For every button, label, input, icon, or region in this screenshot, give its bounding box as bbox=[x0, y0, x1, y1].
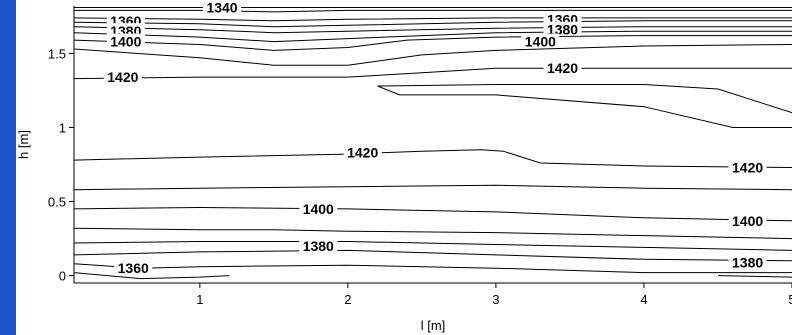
contour-chart: 1340136013801400136013801400142014201420… bbox=[16, 0, 792, 333]
contour-label-background bbox=[543, 21, 582, 36]
contour-label-1380: 1380 bbox=[303, 238, 334, 254]
y-tick-label-0.5: 0.5 bbox=[48, 195, 66, 210]
contour-label-background bbox=[728, 212, 767, 227]
contour-label-1380: 1380 bbox=[732, 254, 763, 270]
y-tick-label-0: 0 bbox=[59, 269, 66, 284]
contour-line-1420 bbox=[73, 67, 792, 80]
contour-line-1430 bbox=[377, 84, 792, 114]
contour-label-background bbox=[106, 33, 145, 48]
y-tick-label-1: 1 bbox=[59, 120, 66, 135]
contour-label-1400: 1400 bbox=[732, 213, 763, 229]
contour-line-1370 bbox=[73, 20, 792, 28]
x-ticks: 1 2 3 4 5 bbox=[196, 283, 792, 307]
y-axis-title: h [m] bbox=[16, 130, 31, 159]
contour-line-1360 bbox=[717, 275, 792, 278]
contour-label-background bbox=[728, 159, 767, 174]
plot-panel: 1340 1360 1380 1400 1360 1380 1400 1420 1420 1420… bbox=[16, 0, 792, 335]
x-tick-label-3: 3 bbox=[492, 292, 499, 307]
x-tick-label-5: 5 bbox=[788, 292, 792, 307]
contour-label-1420: 1420 bbox=[732, 159, 763, 175]
contour-label-background bbox=[728, 254, 767, 269]
contour-line-1360 bbox=[73, 17, 792, 22]
axes: 1 2 3 4 5 0 0.5 1 1.5 bbox=[48, 6, 792, 307]
contour-line-1410 bbox=[73, 184, 792, 191]
contour-line-1380 bbox=[73, 26, 792, 34]
contour-label-1400: 1400 bbox=[110, 34, 141, 50]
x-axis-title: l [m] bbox=[421, 318, 446, 333]
contour-line-1395 bbox=[73, 227, 792, 240]
contour-line-1370 bbox=[73, 263, 792, 274]
contour-line-1410 bbox=[73, 44, 792, 66]
y-tick-label-1.5: 1.5 bbox=[48, 46, 66, 61]
contour-lines bbox=[73, 7, 792, 280]
contour-label-1400: 1400 bbox=[303, 201, 334, 217]
contour-line-1390 bbox=[73, 30, 792, 43]
contour-labels: 1340136013801400136013801400142014201420… bbox=[103, 0, 767, 276]
contour-line-1400 bbox=[73, 206, 792, 222]
contour-line-1400 bbox=[73, 35, 792, 51]
x-tick-label-4: 4 bbox=[640, 292, 647, 307]
contour-label-background bbox=[521, 33, 560, 48]
contour-line-1360 bbox=[73, 272, 230, 280]
contour-label-1340: 1340 bbox=[206, 0, 237, 15]
contour-label-background bbox=[203, 0, 242, 14]
contour-label-1420: 1420 bbox=[107, 69, 138, 85]
contour-line-1380 bbox=[73, 249, 792, 262]
contour-line-1350 bbox=[74, 9, 792, 13]
contour-label-1420: 1420 bbox=[547, 60, 578, 76]
contour-label-background bbox=[299, 237, 338, 252]
contour-line-1420 bbox=[73, 149, 792, 168]
contour-label-1400: 1400 bbox=[525, 34, 556, 50]
contour-label-1360: 1360 bbox=[118, 260, 149, 276]
y-ticks: 0 0.5 1 1.5 bbox=[48, 46, 74, 284]
contour-label-background bbox=[103, 69, 142, 84]
contour-label-1420: 1420 bbox=[347, 145, 378, 161]
contour-line-1390 bbox=[73, 241, 792, 251]
x-tick-label-2: 2 bbox=[344, 292, 351, 307]
contour-label-background bbox=[343, 144, 382, 159]
contour-line-1430 bbox=[377, 85, 792, 128]
contour-label-background bbox=[114, 260, 153, 275]
x-tick-label-1: 1 bbox=[196, 292, 203, 307]
contour-label-background bbox=[299, 200, 338, 215]
contour-label-background bbox=[543, 60, 582, 75]
